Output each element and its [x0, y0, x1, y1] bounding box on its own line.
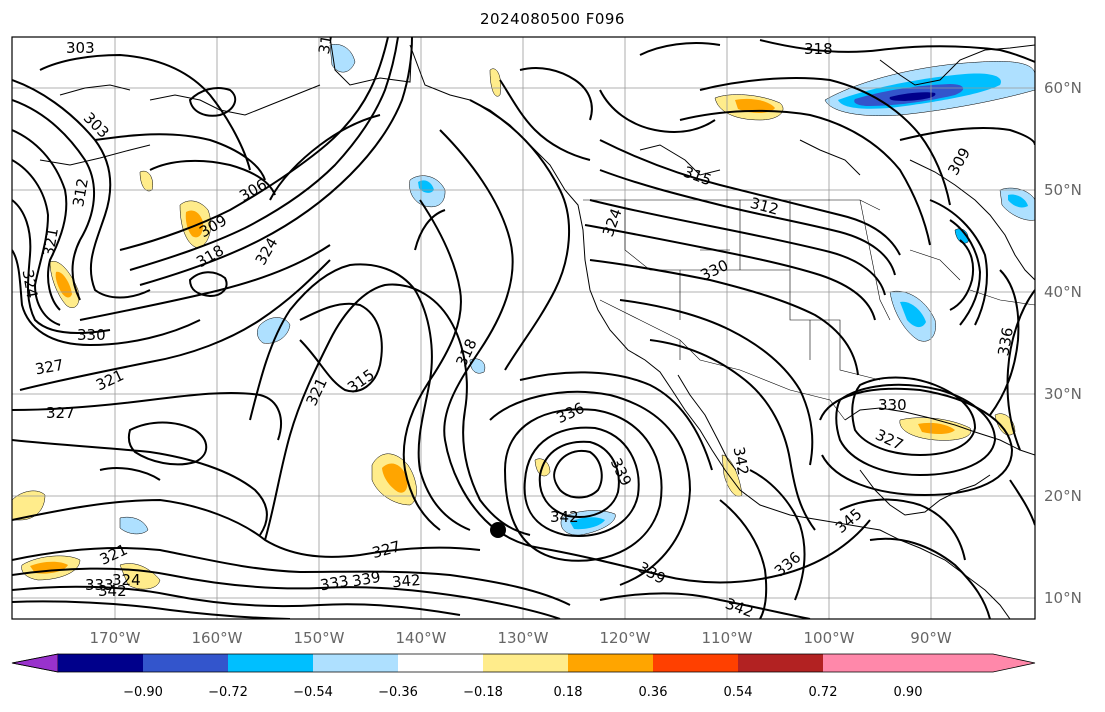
latitude-label: 50°N	[1044, 181, 1082, 199]
contour-label: 342	[98, 582, 127, 600]
colorbar-segment	[568, 654, 653, 672]
shade-blob	[469, 358, 486, 374]
longitude-label: 150°W	[294, 629, 345, 647]
coastline	[149, 84, 321, 116]
colorbar-tick-label: −0.36	[378, 685, 418, 700]
coastline	[329, 37, 413, 86]
shade-blob	[889, 92, 936, 101]
colorbar-segment	[313, 654, 398, 672]
contour-label: 333	[85, 576, 114, 594]
colorbar: −0.90 −0.72 −0.54 −0.36 −0.18 0.18 0.36 …	[11, 653, 1036, 700]
coastline	[859, 469, 991, 516]
colorbar-tick-label: −0.18	[463, 685, 503, 700]
shade-blob	[489, 68, 501, 97]
contour-label: 342	[730, 445, 753, 476]
longitude-axis: 170°W 160°W 150°W 140°W 130°W 120°W 110°…	[90, 629, 952, 647]
coastline	[39, 144, 151, 166]
shade-blob	[185, 210, 204, 238]
contour-label: 330	[878, 396, 907, 414]
map-title: 2024080500 F096	[480, 10, 625, 28]
latitude-label: 40°N	[1044, 283, 1082, 301]
contour-label: 327	[46, 404, 75, 422]
colorbar-segment	[228, 654, 313, 672]
coastline	[879, 44, 1035, 86]
contour-label: 31	[315, 34, 336, 56]
contour-label: 321	[39, 226, 62, 257]
latitude-label: 30°N	[1044, 385, 1082, 403]
colorbar-tick-label: 0.54	[724, 685, 753, 700]
colorbar-tick-label: 0.90	[894, 685, 923, 700]
coastline	[677, 374, 737, 471]
longitude-label: 120°W	[600, 629, 651, 647]
longitude-label: 100°W	[804, 629, 855, 647]
colorbar-segment	[483, 654, 568, 672]
colorbar-tick-label: −0.54	[293, 685, 333, 700]
map-panel	[12, 37, 1035, 619]
map-border	[11, 36, 1036, 620]
contour-label: 336	[994, 326, 1017, 357]
shade-blob	[119, 516, 149, 535]
shade-blob	[918, 422, 955, 435]
contour-label: 324	[19, 268, 42, 299]
contour-label: 342	[391, 571, 421, 591]
coastline	[799, 139, 861, 176]
colorbar-segment	[58, 654, 143, 672]
shade-blob	[900, 301, 926, 328]
shade-blob	[735, 98, 775, 113]
shade-blob	[570, 517, 605, 530]
latitude-label: 20°N	[1044, 487, 1082, 505]
colorbar-outline	[11, 653, 1036, 673]
colorbar-tick-label: 0.72	[809, 685, 838, 700]
longitude-label: 110°W	[702, 629, 753, 647]
colorbar-tick-label: 0.36	[639, 685, 668, 700]
shade-blob	[1008, 194, 1028, 208]
longitude-label: 170°W	[90, 629, 141, 647]
colorbar-segment	[143, 654, 228, 672]
contour-label: 312	[69, 177, 92, 208]
contour-label: 333	[319, 572, 350, 595]
latitude-label: 60°N	[1044, 79, 1082, 97]
latitude-label: 10°N	[1044, 589, 1082, 607]
colorbar-segment	[738, 654, 823, 672]
colorbar-tick-label: −0.72	[208, 685, 248, 700]
contour-label: 327	[34, 356, 65, 379]
contour-label: 324	[112, 571, 141, 589]
shade-blob	[12, 490, 46, 521]
shade-blob	[55, 271, 72, 298]
coastline	[639, 144, 721, 176]
longitude-label: 130°W	[498, 629, 549, 647]
coastline	[844, 407, 1035, 456]
longitude-label: 160°W	[192, 629, 243, 647]
coastline	[59, 84, 131, 96]
contour-label: 303	[66, 39, 95, 57]
storm-center-marker	[490, 522, 506, 538]
height-contours	[12, 37, 1035, 619]
shade-blob	[382, 463, 408, 493]
contour-label: 318	[804, 40, 833, 58]
latitude-axis: 60°N 50°N 40°N 30°N 20°N 10°N	[1044, 79, 1082, 607]
colorbar-extend-right	[823, 654, 1035, 672]
colorbar-tick-label: −0.90	[123, 685, 163, 700]
longitude-label: 90°W	[910, 629, 952, 647]
contour-label: 342	[550, 508, 579, 526]
colorbar-tick-label: 0.18	[554, 685, 583, 700]
contour-label: 330	[77, 326, 106, 344]
colorbar-segment	[653, 654, 738, 672]
colorbar-segment	[398, 654, 483, 672]
longitude-label: 140°W	[396, 629, 447, 647]
contour-label: 339	[351, 568, 382, 591]
colorbar-extend-left	[11, 653, 59, 673]
shade-blob	[329, 44, 356, 73]
